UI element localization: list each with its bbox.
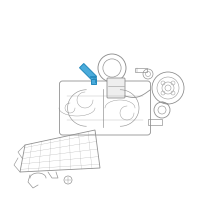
Bar (90, 78, 96, 84)
Bar (148, 119, 162, 125)
Polygon shape (80, 64, 96, 80)
Bar (135, 68, 147, 72)
FancyBboxPatch shape (107, 78, 125, 98)
